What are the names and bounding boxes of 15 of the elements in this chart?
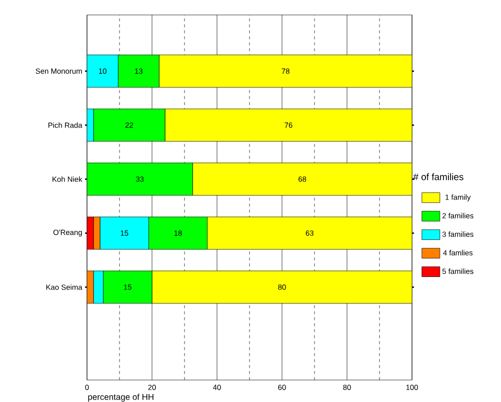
x-axis-title: percentage of HH — [88, 394, 154, 402]
bar — [164, 108, 412, 142]
bar — [207, 216, 412, 250]
bar — [93, 270, 104, 304]
bar — [118, 54, 160, 88]
bar — [192, 162, 412, 196]
bar — [93, 108, 166, 142]
bar — [152, 270, 412, 304]
bar — [158, 54, 412, 88]
bar — [148, 216, 208, 250]
bar — [87, 162, 193, 196]
bar — [87, 54, 118, 88]
bar — [100, 216, 149, 250]
bar — [103, 270, 152, 304]
legend-title: # of families — [413, 173, 464, 180]
